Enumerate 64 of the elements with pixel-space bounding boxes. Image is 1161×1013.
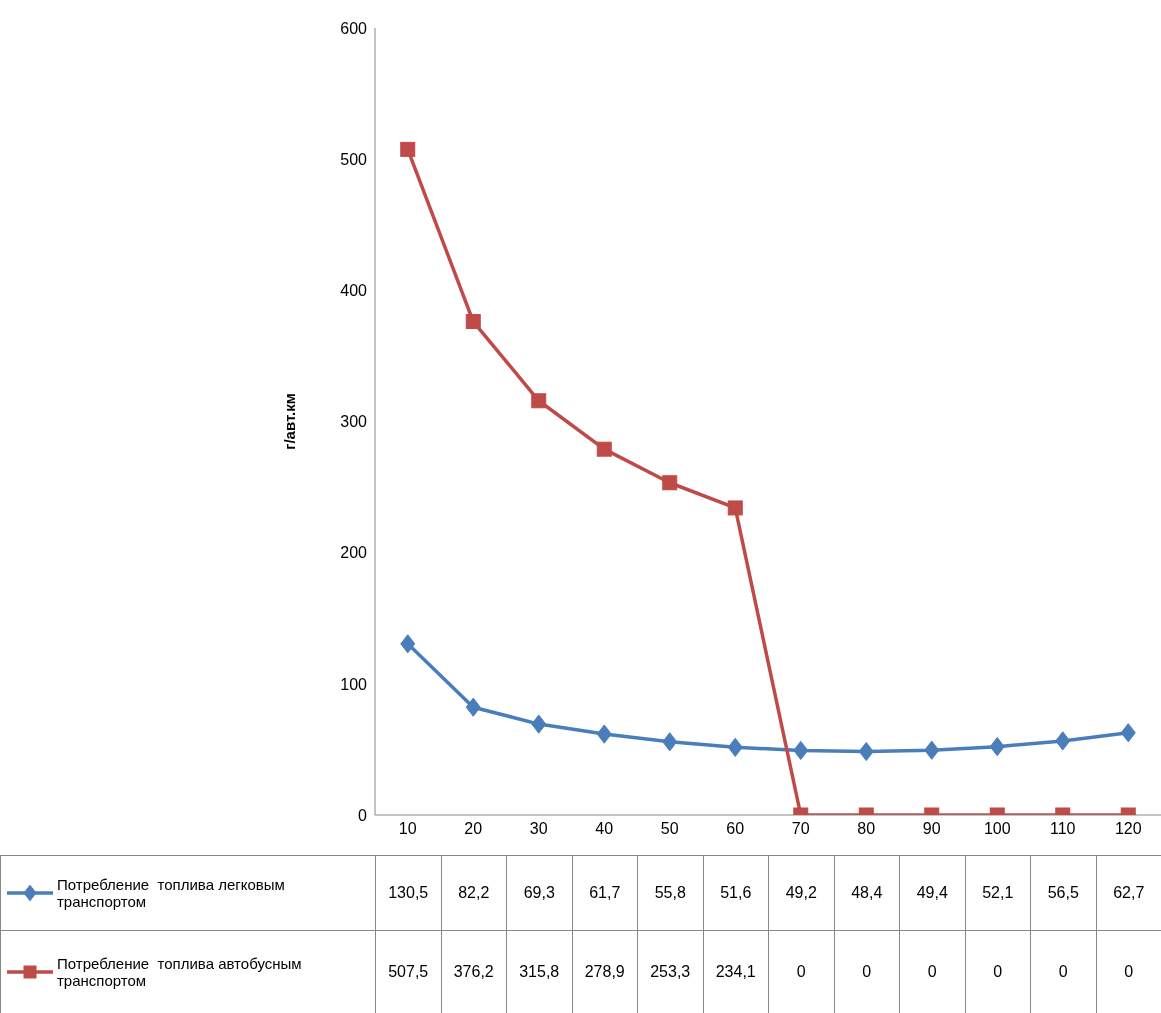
data-label: 62,7 (1096, 855, 1161, 931)
data-label: 278,9 (572, 930, 638, 1013)
point (531, 393, 547, 409)
point (858, 741, 874, 762)
x-tick-label: 90 (922, 820, 941, 838)
y-tick-label: 200 (340, 544, 368, 562)
data-label: 315,8 (506, 930, 572, 1013)
point (727, 500, 743, 516)
point (596, 441, 612, 457)
data-label: 0 (1030, 930, 1096, 1013)
point (596, 724, 612, 744)
x-tick-label: 10 (398, 820, 417, 838)
data-label: 69,3 (506, 855, 572, 931)
x-tick-label: 70 (791, 820, 810, 838)
data-label: 52,1 (965, 855, 1031, 931)
data-label: 507,5 (375, 930, 441, 1013)
point (465, 314, 481, 330)
data-label: 234,1 (703, 930, 769, 1013)
point (531, 714, 547, 734)
point (1055, 731, 1071, 751)
point (400, 634, 416, 654)
data-label: 61,7 (572, 855, 638, 931)
x-tick-label: 120 (1114, 820, 1142, 838)
data-label: 56,5 (1030, 855, 1096, 931)
x-tick-label: 100 (983, 820, 1011, 838)
x-tick-label: 80 (857, 820, 876, 838)
point (727, 737, 743, 757)
point (662, 475, 678, 491)
data-label: 0 (768, 930, 834, 1013)
data-label: 49,4 (899, 855, 965, 931)
data-label: 49,2 (768, 855, 834, 931)
data-label: 376,2 (441, 930, 507, 1013)
x-tick-label: 110 (1049, 820, 1076, 838)
point (793, 740, 809, 761)
y-tick-label: 100 (340, 675, 368, 693)
data-label: 82,2 (441, 855, 507, 931)
point (400, 141, 416, 157)
data-label: 0 (1096, 930, 1161, 1013)
legend-label: Потребление топлива автобусным транспортом (57, 955, 303, 989)
x-tick-label: 40 (595, 820, 614, 838)
x-tick-label: 50 (660, 820, 679, 838)
point (1120, 723, 1136, 743)
y-tick-label: 600 (340, 19, 368, 37)
y-tick-label: 400 (340, 282, 368, 300)
x-tick-label: 20 (464, 820, 483, 838)
y-axis-title: г/авт.км (281, 393, 298, 450)
data-label: 0 (965, 930, 1031, 1013)
legend-label: Потребление топлива легковым транспортом (57, 876, 286, 910)
point (924, 740, 940, 760)
point (465, 697, 481, 717)
y-tick-label: 500 (340, 150, 368, 168)
y-tick-label: 300 (340, 413, 368, 431)
y-tick-label: 0 (358, 806, 368, 824)
x-tick-label: 60 (726, 820, 745, 838)
point (662, 732, 678, 752)
data-label: 253,3 (637, 930, 703, 1013)
data-label: 130,5 (375, 855, 441, 931)
data-label: 0 (834, 930, 900, 1013)
x-tick-label: 30 (529, 820, 548, 838)
point (989, 737, 1005, 757)
data-label: 48,4 (834, 855, 900, 931)
data-label: 0 (899, 930, 965, 1013)
data-label: 51,6 (703, 855, 769, 931)
data-label: 55,8 (637, 855, 703, 931)
